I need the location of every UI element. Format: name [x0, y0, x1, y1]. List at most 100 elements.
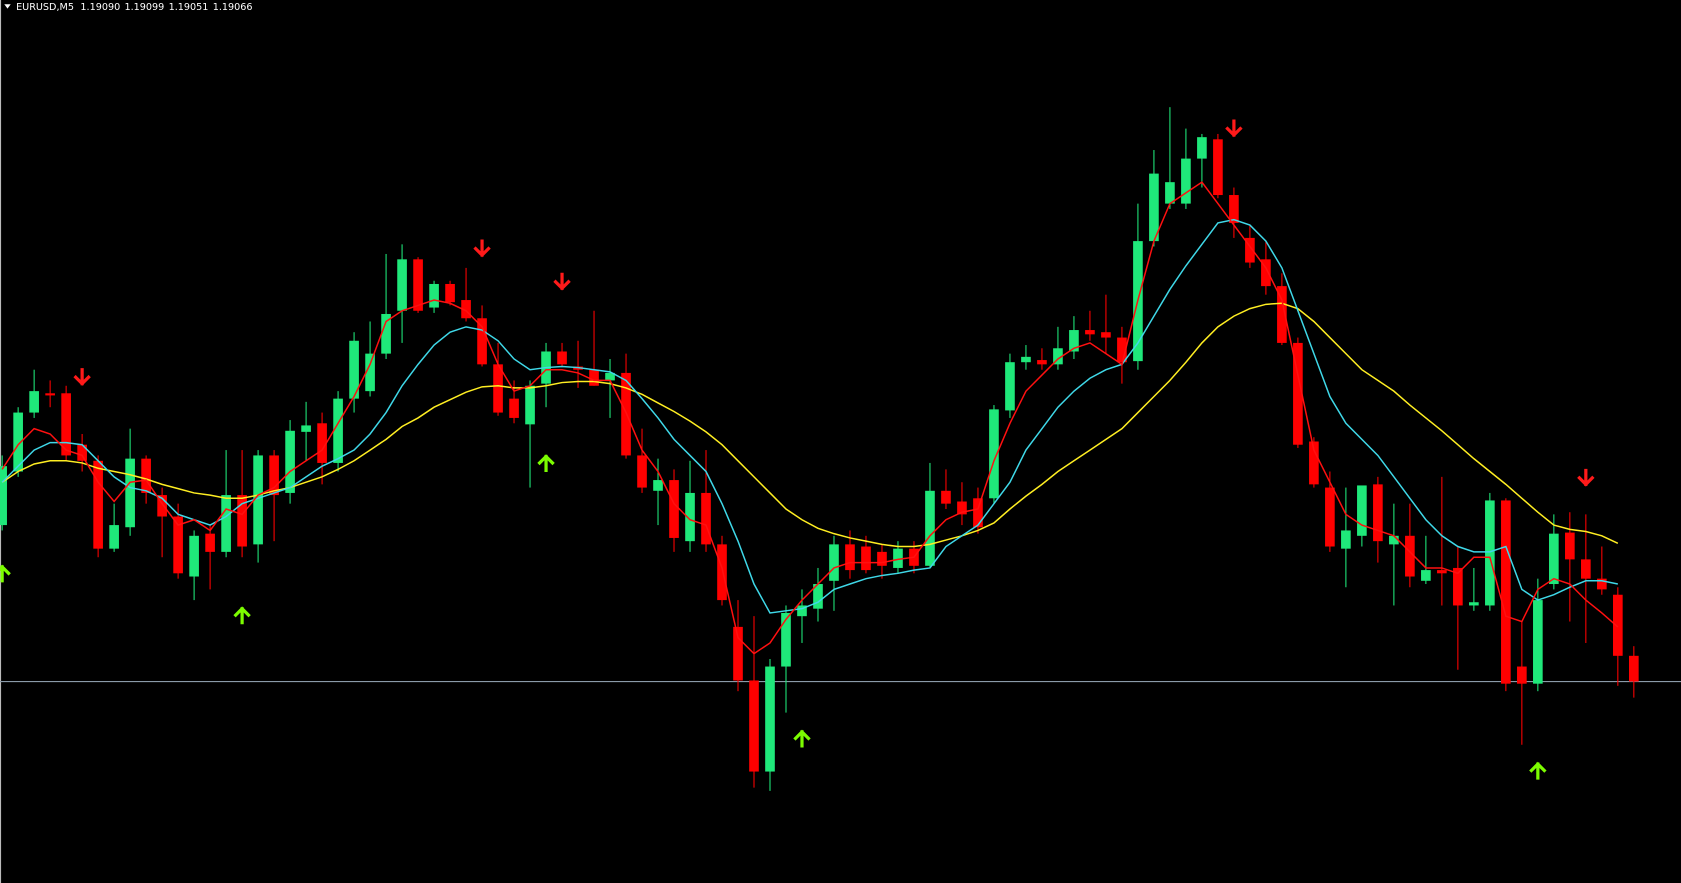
- candle-body: [413, 259, 423, 311]
- candle-body: [509, 398, 519, 418]
- candle-body: [1341, 530, 1351, 549]
- candle-body: [861, 546, 871, 571]
- candle-body: [1629, 655, 1639, 682]
- candle-body: [1261, 259, 1271, 287]
- candle-body: [813, 584, 823, 609]
- candle-body: [1293, 342, 1303, 445]
- candle-body: [173, 516, 183, 574]
- candle-body: [29, 391, 39, 413]
- candle-body: [0, 466, 7, 526]
- candle-body: [765, 666, 775, 772]
- candle-body: [125, 458, 135, 528]
- candle-body: [653, 480, 663, 491]
- candle-body: [1581, 559, 1591, 579]
- candle-body: [589, 369, 599, 386]
- chart-header: EURUSD,M5 1.19090 1.19099 1.19051 1.19066: [16, 2, 252, 13]
- candle-body: [525, 385, 535, 425]
- symbol: EURUSD,M5: [16, 2, 74, 13]
- candle-body: [1149, 173, 1159, 242]
- candle-body: [1197, 137, 1207, 159]
- candle-body: [1069, 330, 1079, 352]
- candle-body: [1533, 600, 1543, 684]
- candle-body: [45, 393, 55, 396]
- buy-arrow: [537, 454, 555, 473]
- candle-body: [685, 492, 695, 542]
- candle-body: [93, 460, 103, 549]
- menu-triangle[interactable]: [4, 4, 11, 9]
- candle-body: [637, 455, 647, 488]
- candle-body: [829, 544, 839, 581]
- candle-body: [1005, 362, 1015, 411]
- candle-body: [957, 501, 967, 515]
- moving-average-line: [1, 218, 1618, 614]
- candle-body: [397, 259, 407, 311]
- candle-body: [893, 548, 903, 568]
- quote-low: 1.19051: [169, 2, 209, 13]
- candle-body: [1517, 666, 1527, 684]
- candle-body: [317, 423, 327, 463]
- buy-arrow: [0, 564, 11, 583]
- candle-body: [1421, 570, 1431, 581]
- candle-body: [925, 490, 935, 566]
- candle-body: [461, 300, 471, 319]
- candle-body: [1229, 195, 1239, 223]
- candle-body: [1277, 286, 1287, 343]
- candle-body: [989, 409, 999, 499]
- candle-body: [237, 495, 247, 547]
- candle-body: [1373, 484, 1383, 542]
- candle-body: [941, 490, 951, 504]
- candle-body: [1613, 594, 1623, 656]
- candle-body: [1389, 535, 1399, 545]
- candle-body: [1549, 533, 1559, 585]
- candle-body: [269, 455, 279, 496]
- moving-average-line: [1, 302, 1619, 548]
- quote-close: 1.19066: [213, 2, 253, 13]
- candle-body: [797, 605, 807, 617]
- candle-body: [1405, 535, 1415, 577]
- candle-body: [141, 458, 151, 493]
- candle-body: [1245, 237, 1255, 263]
- candle-body: [13, 412, 23, 472]
- candle-body: [1469, 602, 1479, 606]
- candle-body: [669, 480, 679, 538]
- sell-arrow: [73, 368, 91, 386]
- sell-arrow: [1577, 468, 1595, 487]
- candle-body: [477, 318, 487, 365]
- candle-body: [1053, 348, 1063, 365]
- candle-body: [1085, 330, 1095, 335]
- candle-body: [1565, 532, 1575, 560]
- candle-body: [845, 544, 855, 571]
- candle-body: [973, 498, 983, 528]
- candle-body: [1325, 487, 1335, 547]
- candle-body: [445, 283, 455, 303]
- candle-body: [189, 535, 199, 577]
- candle-body: [1309, 441, 1319, 485]
- candle-body: [301, 425, 311, 432]
- candle-body: [221, 495, 231, 552]
- candle-body: [605, 372, 615, 381]
- candle-body: [365, 353, 375, 392]
- candle-body: [717, 544, 727, 601]
- candle-body: [1213, 139, 1223, 196]
- candle-body: [285, 430, 295, 493]
- sell-arrow: [473, 239, 491, 258]
- buy-arrow: [1529, 761, 1547, 780]
- moving-average-line: [1, 181, 1619, 655]
- sell-arrow: [1225, 119, 1243, 138]
- candle-body: [205, 533, 215, 552]
- candle-body: [77, 444, 87, 461]
- quote-high: 1.19099: [125, 2, 165, 13]
- quote-open: 1.19090: [80, 2, 120, 13]
- candle-body: [749, 680, 759, 772]
- candle-body: [253, 455, 263, 545]
- candle-body: [1021, 356, 1031, 363]
- candle-body: [1485, 500, 1495, 606]
- candle-body: [349, 340, 359, 399]
- sell-arrow: [553, 272, 571, 291]
- candle-body: [429, 283, 439, 308]
- candle-body: [1117, 337, 1127, 363]
- candle-body: [1181, 158, 1191, 204]
